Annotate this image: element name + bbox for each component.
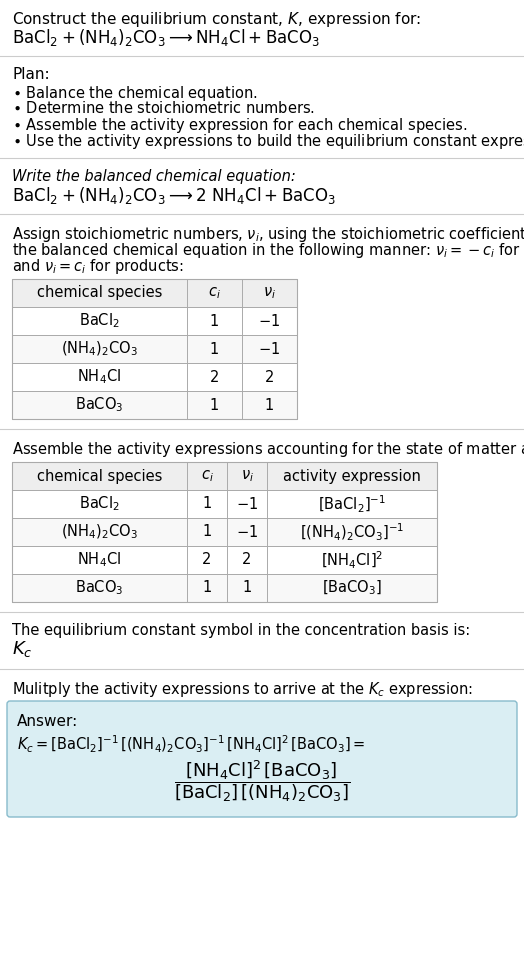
Text: Write the balanced chemical equation:: Write the balanced chemical equation: — [12, 169, 296, 184]
Text: $\mathrm{(NH_4)_2CO_3}$: $\mathrm{(NH_4)_2CO_3}$ — [61, 523, 138, 541]
Text: $[\mathrm{BaCl_2}]^{-1}$: $[\mathrm{BaCl_2}]^{-1}$ — [318, 494, 386, 515]
Bar — [12, 574, 437, 602]
Text: $\nu_i$: $\nu_i$ — [263, 285, 276, 301]
Bar — [12, 462, 437, 490]
Bar — [12, 462, 437, 602]
Bar — [12, 363, 297, 391]
Text: $\mathrm{NH_4Cl}$: $\mathrm{NH_4Cl}$ — [78, 367, 122, 386]
Text: The equilibrium constant symbol in the concentration basis is:: The equilibrium constant symbol in the c… — [12, 623, 470, 638]
Text: $-1$: $-1$ — [258, 313, 280, 329]
Text: Answer:: Answer: — [17, 714, 78, 729]
Text: $\mathrm{BaCO_3}$: $\mathrm{BaCO_3}$ — [75, 396, 124, 414]
Text: $[(\mathrm{NH_4})_2\mathrm{CO_3}]^{-1}$: $[(\mathrm{NH_4})_2\mathrm{CO_3}]^{-1}$ — [300, 522, 404, 543]
Text: $\mathrm{BaCO_3}$: $\mathrm{BaCO_3}$ — [75, 578, 124, 597]
Text: 1: 1 — [210, 314, 219, 329]
Bar — [12, 307, 297, 335]
Text: $\dfrac{[\mathrm{NH_4Cl}]^{2}\, [\mathrm{BaCO_3}]}{[\mathrm{BaCl_2}]\, [(\mathrm: $\dfrac{[\mathrm{NH_4Cl}]^{2}\, [\mathrm… — [174, 758, 350, 804]
Text: $-1$: $-1$ — [258, 341, 280, 357]
Text: $\bullet$ Balance the chemical equation.: $\bullet$ Balance the chemical equation. — [12, 84, 257, 103]
Text: $\mathrm{NH_4Cl}$: $\mathrm{NH_4Cl}$ — [78, 550, 122, 570]
Text: $\bullet$ Assemble the activity expression for each chemical species.: $\bullet$ Assemble the activity expressi… — [12, 116, 467, 135]
Text: $-1$: $-1$ — [236, 524, 258, 540]
Text: $K_c$: $K_c$ — [12, 639, 32, 659]
Text: Assign stoichiometric numbers, $\nu_i$, using the stoichiometric coefficients, $: Assign stoichiometric numbers, $\nu_i$, … — [12, 225, 524, 244]
Text: 1: 1 — [210, 397, 219, 412]
Text: Assemble the activity expressions accounting for the state of matter and $\nu_i$: Assemble the activity expressions accoun… — [12, 440, 524, 459]
Bar — [12, 518, 437, 546]
Text: 1: 1 — [202, 497, 212, 511]
Text: $\mathrm{BaCl_2 + (NH_4)_2CO_3 \longrightarrow NH_4Cl + BaCO_3}$: $\mathrm{BaCl_2 + (NH_4)_2CO_3 \longrigh… — [12, 27, 320, 48]
Text: $K_c = [\mathrm{BaCl_2}]^{-1}\, [(\mathrm{NH_4})_2\mathrm{CO_3}]^{-1}\, [\mathrm: $K_c = [\mathrm{BaCl_2}]^{-1}\, [(\mathr… — [17, 734, 365, 755]
Bar — [12, 279, 297, 419]
Text: 2: 2 — [210, 369, 219, 385]
Text: activity expression: activity expression — [283, 469, 421, 483]
Text: $\bullet$ Determine the stoichiometric numbers.: $\bullet$ Determine the stoichiometric n… — [12, 100, 315, 116]
Text: $\bullet$ Use the activity expressions to build the equilibrium constant express: $\bullet$ Use the activity expressions t… — [12, 132, 524, 151]
Text: $c_i$: $c_i$ — [201, 468, 213, 484]
Text: the balanced chemical equation in the following manner: $\nu_i = -c_i$ for react: the balanced chemical equation in the fo… — [12, 241, 524, 260]
Text: 2: 2 — [202, 552, 212, 568]
Text: $\mathrm{(NH_4)_2CO_3}$: $\mathrm{(NH_4)_2CO_3}$ — [61, 339, 138, 359]
Bar — [12, 546, 437, 574]
Text: $-1$: $-1$ — [236, 496, 258, 512]
Text: $[\mathrm{BaCO_3}]$: $[\mathrm{BaCO_3}]$ — [322, 579, 382, 597]
Text: chemical species: chemical species — [37, 469, 162, 483]
Text: 1: 1 — [210, 341, 219, 357]
Text: 1: 1 — [243, 580, 252, 596]
Text: $c_i$: $c_i$ — [208, 285, 221, 301]
FancyBboxPatch shape — [7, 701, 517, 817]
Bar — [12, 490, 437, 518]
Text: 2: 2 — [265, 369, 274, 385]
Text: and $\nu_i = c_i$ for products:: and $\nu_i = c_i$ for products: — [12, 257, 184, 276]
Text: chemical species: chemical species — [37, 286, 162, 300]
Text: Mulitply the activity expressions to arrive at the $K_c$ expression:: Mulitply the activity expressions to arr… — [12, 680, 473, 699]
Text: Plan:: Plan: — [12, 67, 50, 82]
Text: $\mathrm{BaCl_2 + (NH_4)_2CO_3 \longrightarrow 2\ NH_4Cl + BaCO_3}$: $\mathrm{BaCl_2 + (NH_4)_2CO_3 \longrigh… — [12, 185, 336, 206]
Bar — [12, 279, 297, 307]
Text: $[\mathrm{NH_4Cl}]^{2}$: $[\mathrm{NH_4Cl}]^{2}$ — [321, 550, 383, 571]
Text: 2: 2 — [242, 552, 252, 568]
Text: 1: 1 — [202, 580, 212, 596]
Text: Construct the equilibrium constant, $K$, expression for:: Construct the equilibrium constant, $K$,… — [12, 10, 421, 29]
Text: $\nu_i$: $\nu_i$ — [241, 468, 254, 484]
Text: $\mathrm{BaCl_2}$: $\mathrm{BaCl_2}$ — [79, 495, 120, 513]
Text: $\mathrm{BaCl_2}$: $\mathrm{BaCl_2}$ — [79, 312, 120, 330]
Text: 1: 1 — [265, 397, 274, 412]
Text: 1: 1 — [202, 525, 212, 540]
Bar — [12, 391, 297, 419]
Bar — [12, 335, 297, 363]
